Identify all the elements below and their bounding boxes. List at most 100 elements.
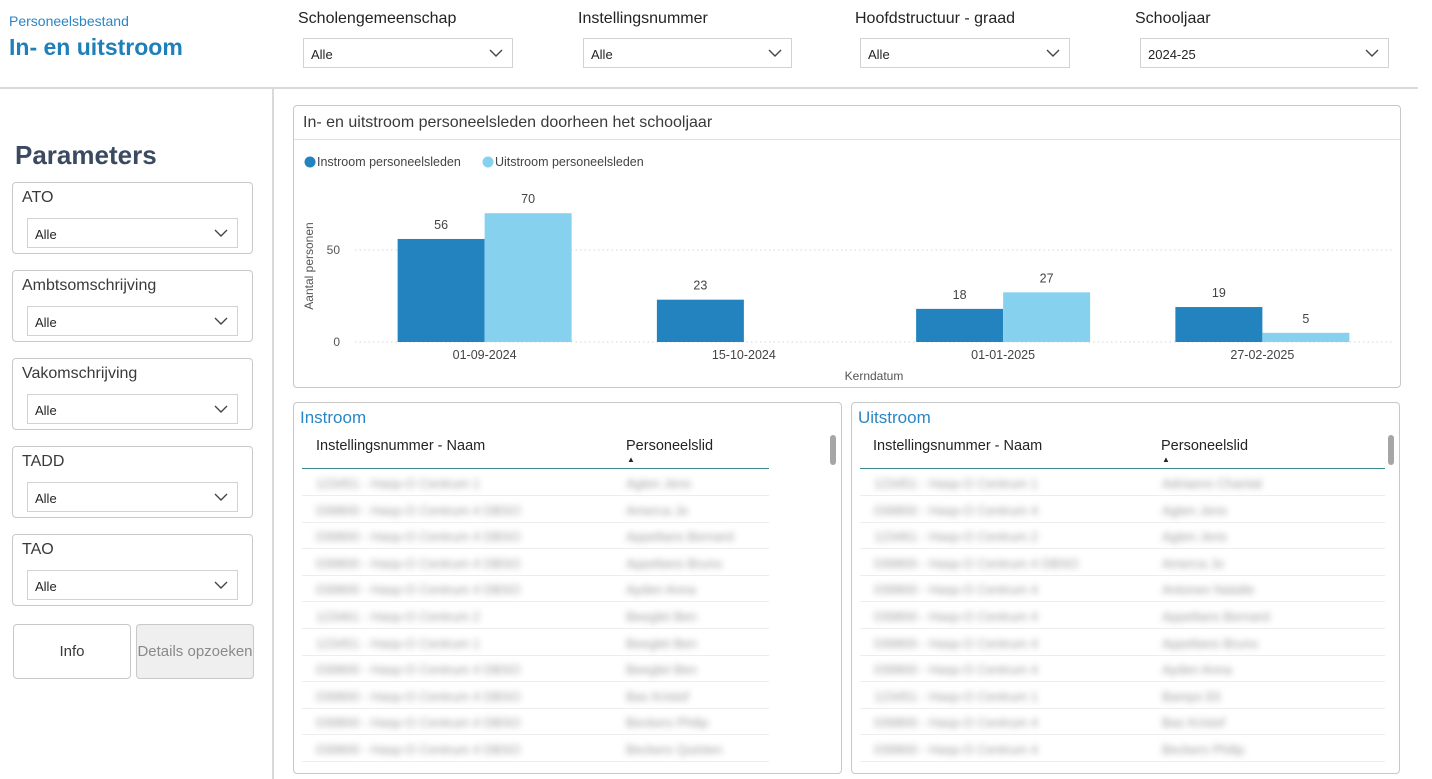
- dropdown-value: Alle: [35, 491, 57, 506]
- table-row[interactable]: 039800 - Hasp-O Centrum 4 Bas Kristof: [874, 708, 1354, 735]
- row-divider: [860, 654, 1385, 656]
- slicer-dropdown-hoofdstructuur[interactable]: Alle: [860, 38, 1070, 68]
- cell-instellingsnummer: 039800 - Hasp-O Centrum 4: [874, 635, 1039, 651]
- parameters-title: Parameters: [15, 140, 157, 170]
- row-divider: [860, 521, 1385, 523]
- table-row[interactable]: 039800 - Hasp-O Centrum 4 DBSO Ayden Anna: [316, 575, 796, 602]
- cell-instellingsnummer: 123451 - Hasp-O Centrum 1: [874, 476, 1039, 491]
- cell-instellingsnummer: 039800 - Hasp-O Centrum 4: [874, 582, 1039, 598]
- instroom-table-card: Instroom Instellingsnummer - Naam Person…: [293, 402, 842, 774]
- bar: [656, 299, 744, 342]
- param-card-tao: TAO Alle: [12, 534, 253, 606]
- table-row[interactable]: 039800 - Hasp-O Centrum 4 Ayden Anna: [874, 655, 1354, 682]
- table-row[interactable]: 123451 - Hasp-O Centrum 1 Adriaens Chanta…: [874, 469, 1354, 496]
- cell-instellingsnummer: 123451 - Hasp-O Centrum 1: [874, 688, 1039, 704]
- dropdown-value: Alle: [591, 47, 613, 62]
- scrollbar-thumb[interactable]: [1388, 435, 1394, 465]
- data-label: 5: [1302, 312, 1309, 326]
- chevron-down-icon: [214, 405, 228, 413]
- row-divider: [302, 574, 769, 576]
- table-row[interactable]: 039800 - Hasp-O Centrum 4 DBSO Beckers Qu…: [316, 735, 796, 762]
- chart-title: In- en uitstroom personeelsleden doorhee…: [303, 114, 713, 131]
- column-header-personeelslid[interactable]: Personeelslid: [1161, 438, 1249, 454]
- slicer-label-instellingsnummer: Instellingsnummer: [578, 10, 708, 27]
- slicer-label-hoofdstructuur: Hoofdstructuur - graad: [855, 10, 1016, 27]
- cell-personeelslid: Bamps Eli: [1162, 688, 1221, 704]
- table-row[interactable]: 039800 - Hasp-O Centrum 4 Beckers Philip: [874, 735, 1354, 762]
- cell-personeelslid: Agten Jens: [626, 476, 692, 491]
- table-row[interactable]: 039800 - Hasp-O Centrum 4 Appeltans Bruno: [874, 629, 1354, 656]
- data-label: 18: [953, 288, 967, 302]
- scrollbar-thumb[interactable]: [830, 435, 836, 465]
- row-divider: [302, 495, 769, 496]
- row-divider: [302, 548, 769, 550]
- param-dropdown-tao[interactable]: Alle: [27, 570, 238, 600]
- header-rule: [860, 468, 1385, 469]
- table-row[interactable]: 039800 - Hasp-O Centrum 4 Agten Jens: [874, 496, 1354, 523]
- cell-personeelslid: Antonen Natalie: [1162, 582, 1255, 598]
- table-row[interactable]: 039800 - Hasp-O Centrum 4 Antonen Natalie: [874, 575, 1354, 602]
- param-card-ambtsomschrijving: Ambtsomschrijving Alle: [12, 270, 253, 342]
- legend-marker: [482, 156, 494, 168]
- chevron-down-icon: [214, 493, 228, 501]
- table-row[interactable]: 039800 - Hasp-O Centrum 4 DBSO Beckers Ph…: [316, 708, 796, 735]
- sort-ascending-icon: ▲: [627, 455, 635, 464]
- row-divider: [860, 601, 1385, 603]
- row-divider: [860, 761, 1385, 762]
- table-row[interactable]: 039800 - Hasp-O Centrum 4 DBSO Appeltans …: [316, 549, 796, 576]
- row-divider: [302, 761, 769, 762]
- cell-personeelslid: Beckers Philip: [626, 715, 709, 731]
- info-button[interactable]: Info: [13, 624, 131, 679]
- param-label: Ambtsomschrijving: [22, 277, 157, 294]
- slicer-dropdown-scholengemeenschap[interactable]: Alle: [303, 38, 513, 68]
- cell-personeelslid: Beckers Quinten: [626, 742, 723, 757]
- table-row[interactable]: 123451 - Hasp-O Centrum 1 Agten Jens: [316, 469, 796, 496]
- column-header-instellingsnummer[interactable]: Instellingsnummer - Naam: [873, 438, 1043, 454]
- row-divider: [860, 628, 1385, 629]
- slicer-dropdown-schooljaar[interactable]: 2024-25: [1140, 38, 1389, 68]
- table-row[interactable]: 123451 - Hasp-O Centrum 1 Beeglet Ben: [316, 629, 796, 656]
- dropdown-value: Alle: [35, 315, 57, 330]
- sort-ascending-icon: ▲: [1162, 455, 1170, 464]
- slicer-label-scholengemeenschap: Scholengemeenschap: [298, 10, 457, 27]
- param-dropdown-tadd[interactable]: Alle: [27, 482, 238, 512]
- param-dropdown-vakomschrijving[interactable]: Alle: [27, 394, 238, 424]
- table-row[interactable]: 039800 - Hasp-O Centrum 4 DBSO Beeglet Be…: [316, 655, 796, 682]
- cell-instellingsnummer: 039800 - Hasp-O Centrum 4: [874, 715, 1039, 731]
- cell-instellingsnummer: 123451 - Hasp-O Centrum 1: [316, 635, 481, 651]
- cell-personeelslid: Beeglet Ben: [626, 662, 697, 678]
- data-label: 23: [693, 279, 707, 293]
- column-header-personeelslid[interactable]: Personeelslid: [626, 438, 714, 454]
- column-header-instellingsnummer[interactable]: Instellingsnummer - Naam: [316, 438, 486, 454]
- dropdown-value: Alle: [311, 47, 333, 62]
- y-tick-label: 50: [327, 243, 341, 257]
- instroom-title: Instroom: [300, 408, 367, 427]
- slicer-dropdown-instellingsnummer[interactable]: Alle: [583, 38, 792, 68]
- cell-personeelslid: Ayden Anna: [626, 582, 696, 598]
- details-opzoeken-button[interactable]: Details opzoeken: [136, 624, 254, 679]
- param-card-ato: ATO Alle: [12, 182, 253, 254]
- table-row[interactable]: 123461 - Hasp-O Centrum 2 Beeglet Ben: [316, 602, 796, 629]
- cell-instellingsnummer: 039800 - Hasp-O Centrum 4 DBSO: [316, 742, 521, 757]
- cell-instellingsnummer: 039800 - Hasp-O Centrum 4: [874, 662, 1039, 678]
- cell-instellingsnummer: 039800 - Hasp-O Centrum 4: [874, 742, 1039, 757]
- cell-instellingsnummer: 039800 - Hasp-O Centrum 4 DBSO: [316, 555, 521, 571]
- param-dropdown-ato[interactable]: Alle: [27, 218, 238, 248]
- bar: [484, 213, 572, 342]
- table-row[interactable]: 039800 - Hasp-O Centrum 4 DBSO Bas Kristo…: [316, 682, 796, 709]
- y-tick-label: 0: [333, 335, 340, 349]
- param-label: TAO: [22, 541, 54, 558]
- param-card-tadd: TADD Alle: [12, 446, 253, 518]
- table-row[interactable]: 039800 - Hasp-O Centrum 4 Appeltans Berna…: [874, 602, 1354, 629]
- cell-instellingsnummer: 039800 - Hasp-O Centrum 4 DBSO: [316, 688, 521, 704]
- table-row[interactable]: 123451 - Hasp-O Centrum 1 Bamps Eli: [874, 682, 1354, 709]
- bar: [916, 308, 1004, 342]
- table-row[interactable]: 039800 - Hasp-O Centrum 4 DBSO Amerca Jo: [316, 496, 796, 523]
- table-row[interactable]: 039800 - Hasp-O Centrum 4 DBSO Amerca Jo: [874, 549, 1354, 576]
- param-dropdown-ambtsomschrijving[interactable]: Alle: [27, 306, 238, 336]
- row-divider: [302, 654, 769, 656]
- sidebar-divider: [272, 89, 274, 779]
- table-row[interactable]: 039800 - Hasp-O Centrum 4 DBSO Appeltans …: [316, 522, 796, 549]
- table-row[interactable]: 123461 - Hasp-O Centrum 2 Agten Jens: [874, 522, 1354, 549]
- chevron-down-icon: [1046, 49, 1060, 57]
